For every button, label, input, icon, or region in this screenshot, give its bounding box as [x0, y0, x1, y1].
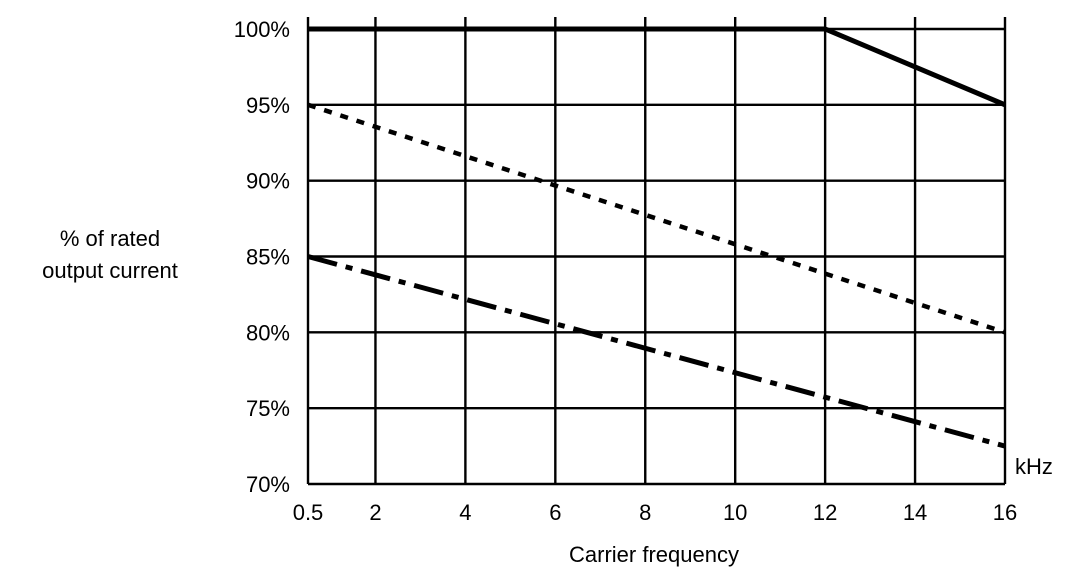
- x-tick-label: 6: [549, 500, 561, 525]
- y-tick-label: 75%: [246, 396, 290, 421]
- x-tick-label: 12: [813, 500, 837, 525]
- x-tick-label: 10: [723, 500, 747, 525]
- x-unit-label: kHz: [1015, 454, 1053, 479]
- grid: [306, 17, 1007, 486]
- series-line-solid: [308, 26, 1006, 108]
- tick-labels: 0.5 2 4 6 8 10 12 14 16 70% 75% 80% 85% 90% 95% 100%: [234, 17, 1018, 525]
- y-tick-label: 85%: [246, 245, 290, 270]
- y-tick-label: 80%: [246, 320, 290, 345]
- y-axis-label-line2: output current: [42, 258, 178, 283]
- y-axis-label-line1: % of rated: [60, 226, 160, 251]
- x-axis-label: Carrier frequency: [569, 542, 739, 567]
- x-tick-label: 2: [369, 500, 381, 525]
- series-line-dash-dot: [307, 254, 1006, 449]
- series-lines: [307, 26, 1006, 449]
- y-tick-label: 95%: [246, 93, 290, 118]
- x-tick-label: 14: [903, 500, 927, 525]
- y-tick-label: 90%: [246, 169, 290, 194]
- y-tick-label: 70%: [246, 472, 290, 497]
- x-tick-label: 0.5: [293, 500, 324, 525]
- x-tick-label: 8: [639, 500, 651, 525]
- series-line-dotted: [307, 102, 1006, 335]
- y-tick-label: 100%: [234, 17, 290, 42]
- x-tick-label: 16: [993, 500, 1017, 525]
- x-tick-label: 4: [459, 500, 471, 525]
